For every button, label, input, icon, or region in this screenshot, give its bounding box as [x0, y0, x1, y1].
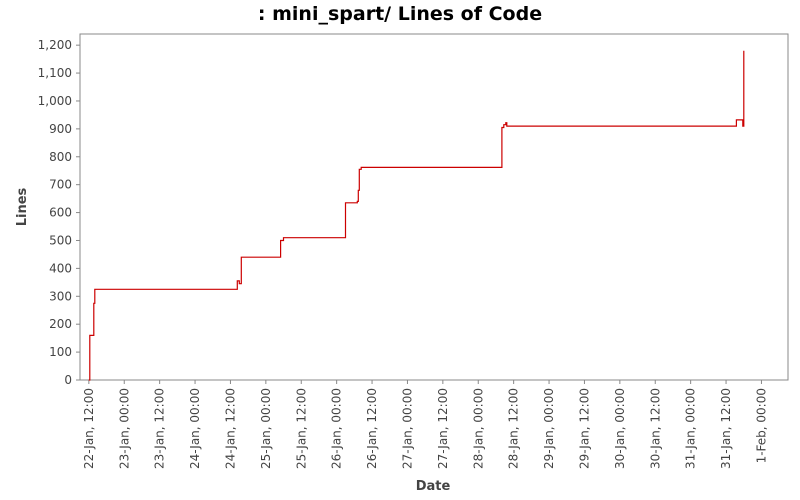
x-tick-label: 25-Jan, 12:00 [294, 388, 308, 469]
x-tick-label: 29-Jan, 12:00 [577, 388, 591, 469]
x-tick-label: 24-Jan, 12:00 [223, 388, 237, 469]
x-axis: 22-Jan, 12:00 23-Jan, 00:00 23-Jan, 12:00 2… [82, 380, 768, 469]
y-tick-label: 100 [49, 345, 72, 359]
y-axis: 0 100 200 300 400 500 600 700 800 900 1,000 1,100 1,… [38, 38, 80, 387]
y-tick-label: 600 [49, 206, 72, 220]
chart-title: : mini_spart/ Lines of Code [257, 3, 543, 25]
y-tick-label: 900 [49, 122, 72, 136]
y-tick-label: 0 [64, 373, 72, 387]
x-tick-label: 27-Jan, 12:00 [436, 388, 450, 469]
x-axis-title: Date [416, 479, 451, 494]
x-tick-label: 1-Feb, 00:00 [754, 388, 768, 463]
plot-area [79, 33, 789, 381]
x-tick-label: 27-Jan, 00:00 [400, 388, 414, 469]
y-tick-label: 1,000 [38, 94, 72, 108]
x-tick-label: 25-Jan, 00:00 [259, 388, 273, 469]
x-tick-label: 28-Jan, 12:00 [507, 388, 521, 469]
x-tick-label: 29-Jan, 00:00 [542, 388, 556, 469]
series-line [88, 50, 745, 381]
y-tick-label: 200 [49, 317, 72, 331]
x-tick-label: 23-Jan, 12:00 [153, 388, 167, 469]
x-tick-label: 22-Jan, 12:00 [82, 388, 96, 469]
x-tick-label: 23-Jan, 00:00 [117, 388, 131, 469]
y-tick-label: 800 [49, 150, 72, 164]
x-tick-label: 31-Jan, 12:00 [719, 388, 733, 469]
y-tick-label: 300 [49, 289, 72, 303]
x-tick-label: 26-Jan, 12:00 [365, 388, 379, 469]
y-axis-title: Lines [15, 187, 30, 226]
x-tick-label: 26-Jan, 00:00 [330, 388, 344, 469]
x-tick-label: 30-Jan, 00:00 [613, 388, 627, 469]
x-tick-label: 30-Jan, 12:00 [648, 388, 662, 469]
y-tick-label: 1,200 [38, 38, 72, 52]
x-tick-label: 24-Jan, 00:00 [188, 388, 202, 469]
y-tick-label: 400 [49, 261, 72, 275]
x-tick-label: 31-Jan, 00:00 [684, 388, 698, 469]
x-tick-label: 28-Jan, 00:00 [471, 388, 485, 469]
y-tick-label: 700 [49, 178, 72, 192]
y-tick-label: 500 [49, 233, 72, 247]
y-tick-label: 1,100 [38, 66, 72, 80]
